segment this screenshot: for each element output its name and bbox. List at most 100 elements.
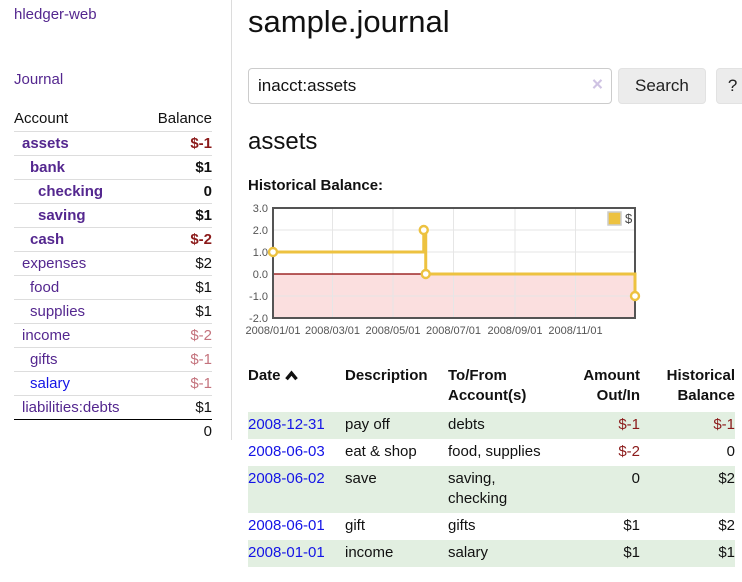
sidebar-account-link[interactable]: cash — [30, 231, 65, 248]
account-heading: assets — [248, 128, 318, 155]
accounts-header: Account Balance — [14, 110, 212, 132]
transaction-date-link[interactable]: 2008-06-02 — [248, 470, 325, 487]
sidebar-account-link[interactable]: food — [30, 279, 60, 296]
sidebar-account-row: saving $1 — [14, 204, 212, 228]
sidebar-account-link[interactable]: income — [22, 327, 71, 344]
sidebar-account-row: expenses $2 — [14, 252, 212, 276]
sidebar-account-link[interactable]: checking — [38, 183, 104, 200]
table-row: 2008-12-31 pay off debts $-1 $-1 — [248, 412, 735, 439]
y-tick-label: 0.0 — [253, 269, 268, 281]
accounts-header-account: Account — [14, 110, 69, 127]
account-balance: 0 — [203, 183, 212, 200]
sidebar-account-link[interactable]: gifts — [30, 351, 58, 368]
x-tick-label: 2008/01/01 — [245, 325, 300, 337]
legend-swatch — [607, 211, 622, 226]
table-row: 2008-06-03 eat & shop food, supplies $-2 0 — [248, 439, 735, 466]
transaction-date-link[interactable]: 2008-06-01 — [248, 517, 325, 534]
sidebar-account-row: assets $-1 — [14, 132, 212, 156]
account-balance: $1 — [195, 399, 212, 416]
sidebar-account-row: gifts $-1 — [14, 348, 212, 372]
account-balance: $1 — [195, 159, 212, 176]
sidebar-account-row: liabilities:debts $1 — [14, 396, 212, 420]
transaction-description: save — [345, 470, 377, 487]
app-brand-link[interactable]: hledger-web — [14, 6, 97, 23]
account-balance: $-1 — [190, 375, 212, 392]
search-button[interactable]: Search — [618, 68, 706, 104]
x-tick-label: 2008/03/01 — [305, 325, 360, 337]
sidebar-account-link[interactable]: saving — [38, 207, 86, 224]
transaction-balance: $2 — [718, 517, 735, 534]
help-button[interactable]: ? — [715, 68, 742, 104]
y-tick-label: -1.0 — [249, 291, 268, 303]
transaction-amount: 0 — [631, 470, 640, 487]
sidebar-account-link[interactable]: expenses — [22, 255, 87, 272]
transaction-description: income — [345, 544, 394, 561]
y-tick-label: 1.0 — [253, 247, 268, 259]
main-content: sample.journal × Search ? assets Histori… — [232, 0, 742, 567]
transaction-balance: 0 — [726, 443, 735, 460]
transaction-date-link[interactable]: 2008-01-01 — [248, 544, 325, 561]
account-balance: $2 — [195, 255, 212, 272]
y-tick-label: 3.0 — [253, 203, 268, 215]
chart-svg: 2008/01/01 2008/03/01 2008/05/01 2008/07/01… — [245, 203, 641, 337]
account-balance: $1 — [195, 303, 212, 320]
transaction-accounts: saving, checking — [448, 470, 508, 507]
sidebar-account-row: checking 0 — [14, 180, 212, 204]
search-form: × Search ? — [248, 68, 742, 104]
chevron-up-icon — [284, 370, 298, 381]
x-tick-label: 2008/11/01 — [548, 325, 602, 337]
sidebar-account-row: food $1 — [14, 276, 212, 300]
sidebar-account-link[interactable]: liabilities:debts — [22, 399, 120, 416]
column-header-amount[interactable]: Amount Out/In — [583, 367, 640, 404]
sidebar-account-row: salary $-1 — [14, 372, 212, 396]
transaction-description: gift — [345, 517, 366, 534]
column-header-description[interactable]: Description — [345, 367, 428, 384]
table-row: 2008-06-02 save saving, checking 0 $2 — [248, 466, 735, 513]
sidebar-account-link[interactable]: supplies — [30, 303, 86, 320]
transaction-accounts: gifts — [448, 517, 476, 534]
sidebar-account-row: cash $-2 — [14, 228, 212, 252]
sidebar-account-row: supplies $1 — [14, 300, 212, 324]
transaction-date-link[interactable]: 2008-12-31 — [248, 416, 325, 433]
historical-balance-chart: 2008/01/01 2008/03/01 2008/05/01 2008/07/01… — [241, 203, 742, 345]
x-tick-label: 2008/07/01 — [426, 325, 481, 337]
sidebar-account-link[interactable]: salary — [30, 375, 71, 392]
transaction-description: pay off — [345, 416, 390, 433]
data-point-marker — [629, 290, 641, 302]
legend-label: $ — [625, 211, 633, 226]
column-header-accounts[interactable]: To/From Account(s) — [448, 367, 527, 404]
column-header-balance[interactable]: Historical Balance — [666, 367, 735, 404]
account-balance: $-1 — [190, 351, 212, 368]
sidebar-account-link[interactable]: assets — [22, 135, 69, 152]
x-tick-label: 2008/09/01 — [487, 325, 542, 337]
register-header-row: Date Description To/From Account(s) Amou… — [248, 366, 735, 412]
data-point-marker — [420, 268, 431, 280]
accounts-list: assets $-1 bank $1 checking 0 saving $1 cash $-2 e… — [14, 132, 212, 420]
sidebar-account-link[interactable]: bank — [30, 159, 66, 176]
transaction-amount: $1 — [623, 517, 640, 534]
y-tick-label: 2.0 — [253, 225, 268, 237]
search-input-wrap: × — [248, 68, 612, 104]
sidebar-item-journal[interactable]: Journal — [14, 71, 64, 88]
account-balance: $-2 — [190, 327, 212, 344]
sidebar-account-row: bank $1 — [14, 156, 212, 180]
search-input[interactable] — [248, 68, 612, 104]
y-tick-label: -2.0 — [249, 313, 268, 325]
page-title: sample.journal — [248, 4, 450, 39]
transaction-date-link[interactable]: 2008-06-03 — [248, 443, 325, 460]
account-balance: $-2 — [190, 231, 212, 248]
accounts-header-balance: Balance — [157, 110, 212, 127]
table-row: 2008-06-01 gift gifts $1 $2 — [248, 513, 735, 540]
account-balance: $1 — [195, 279, 212, 296]
register-table: Date Description To/From Account(s) Amou… — [248, 366, 735, 567]
column-header-date[interactable]: Date — [248, 366, 345, 412]
clear-search-icon[interactable]: × — [591, 74, 603, 96]
sidebar: hledger-web Journal Account Balance asse… — [0, 0, 232, 440]
x-tick-label: 2008/05/01 — [365, 325, 420, 337]
page: hledger-web Journal Account Balance asse… — [0, 0, 742, 567]
transaction-accounts: food, supplies — [448, 443, 541, 460]
account-balance: $-1 — [190, 135, 212, 152]
chart-title: Historical Balance: — [248, 177, 384, 194]
sidebar-account-row: income $-2 — [14, 324, 212, 348]
transaction-amount: $1 — [623, 544, 640, 561]
